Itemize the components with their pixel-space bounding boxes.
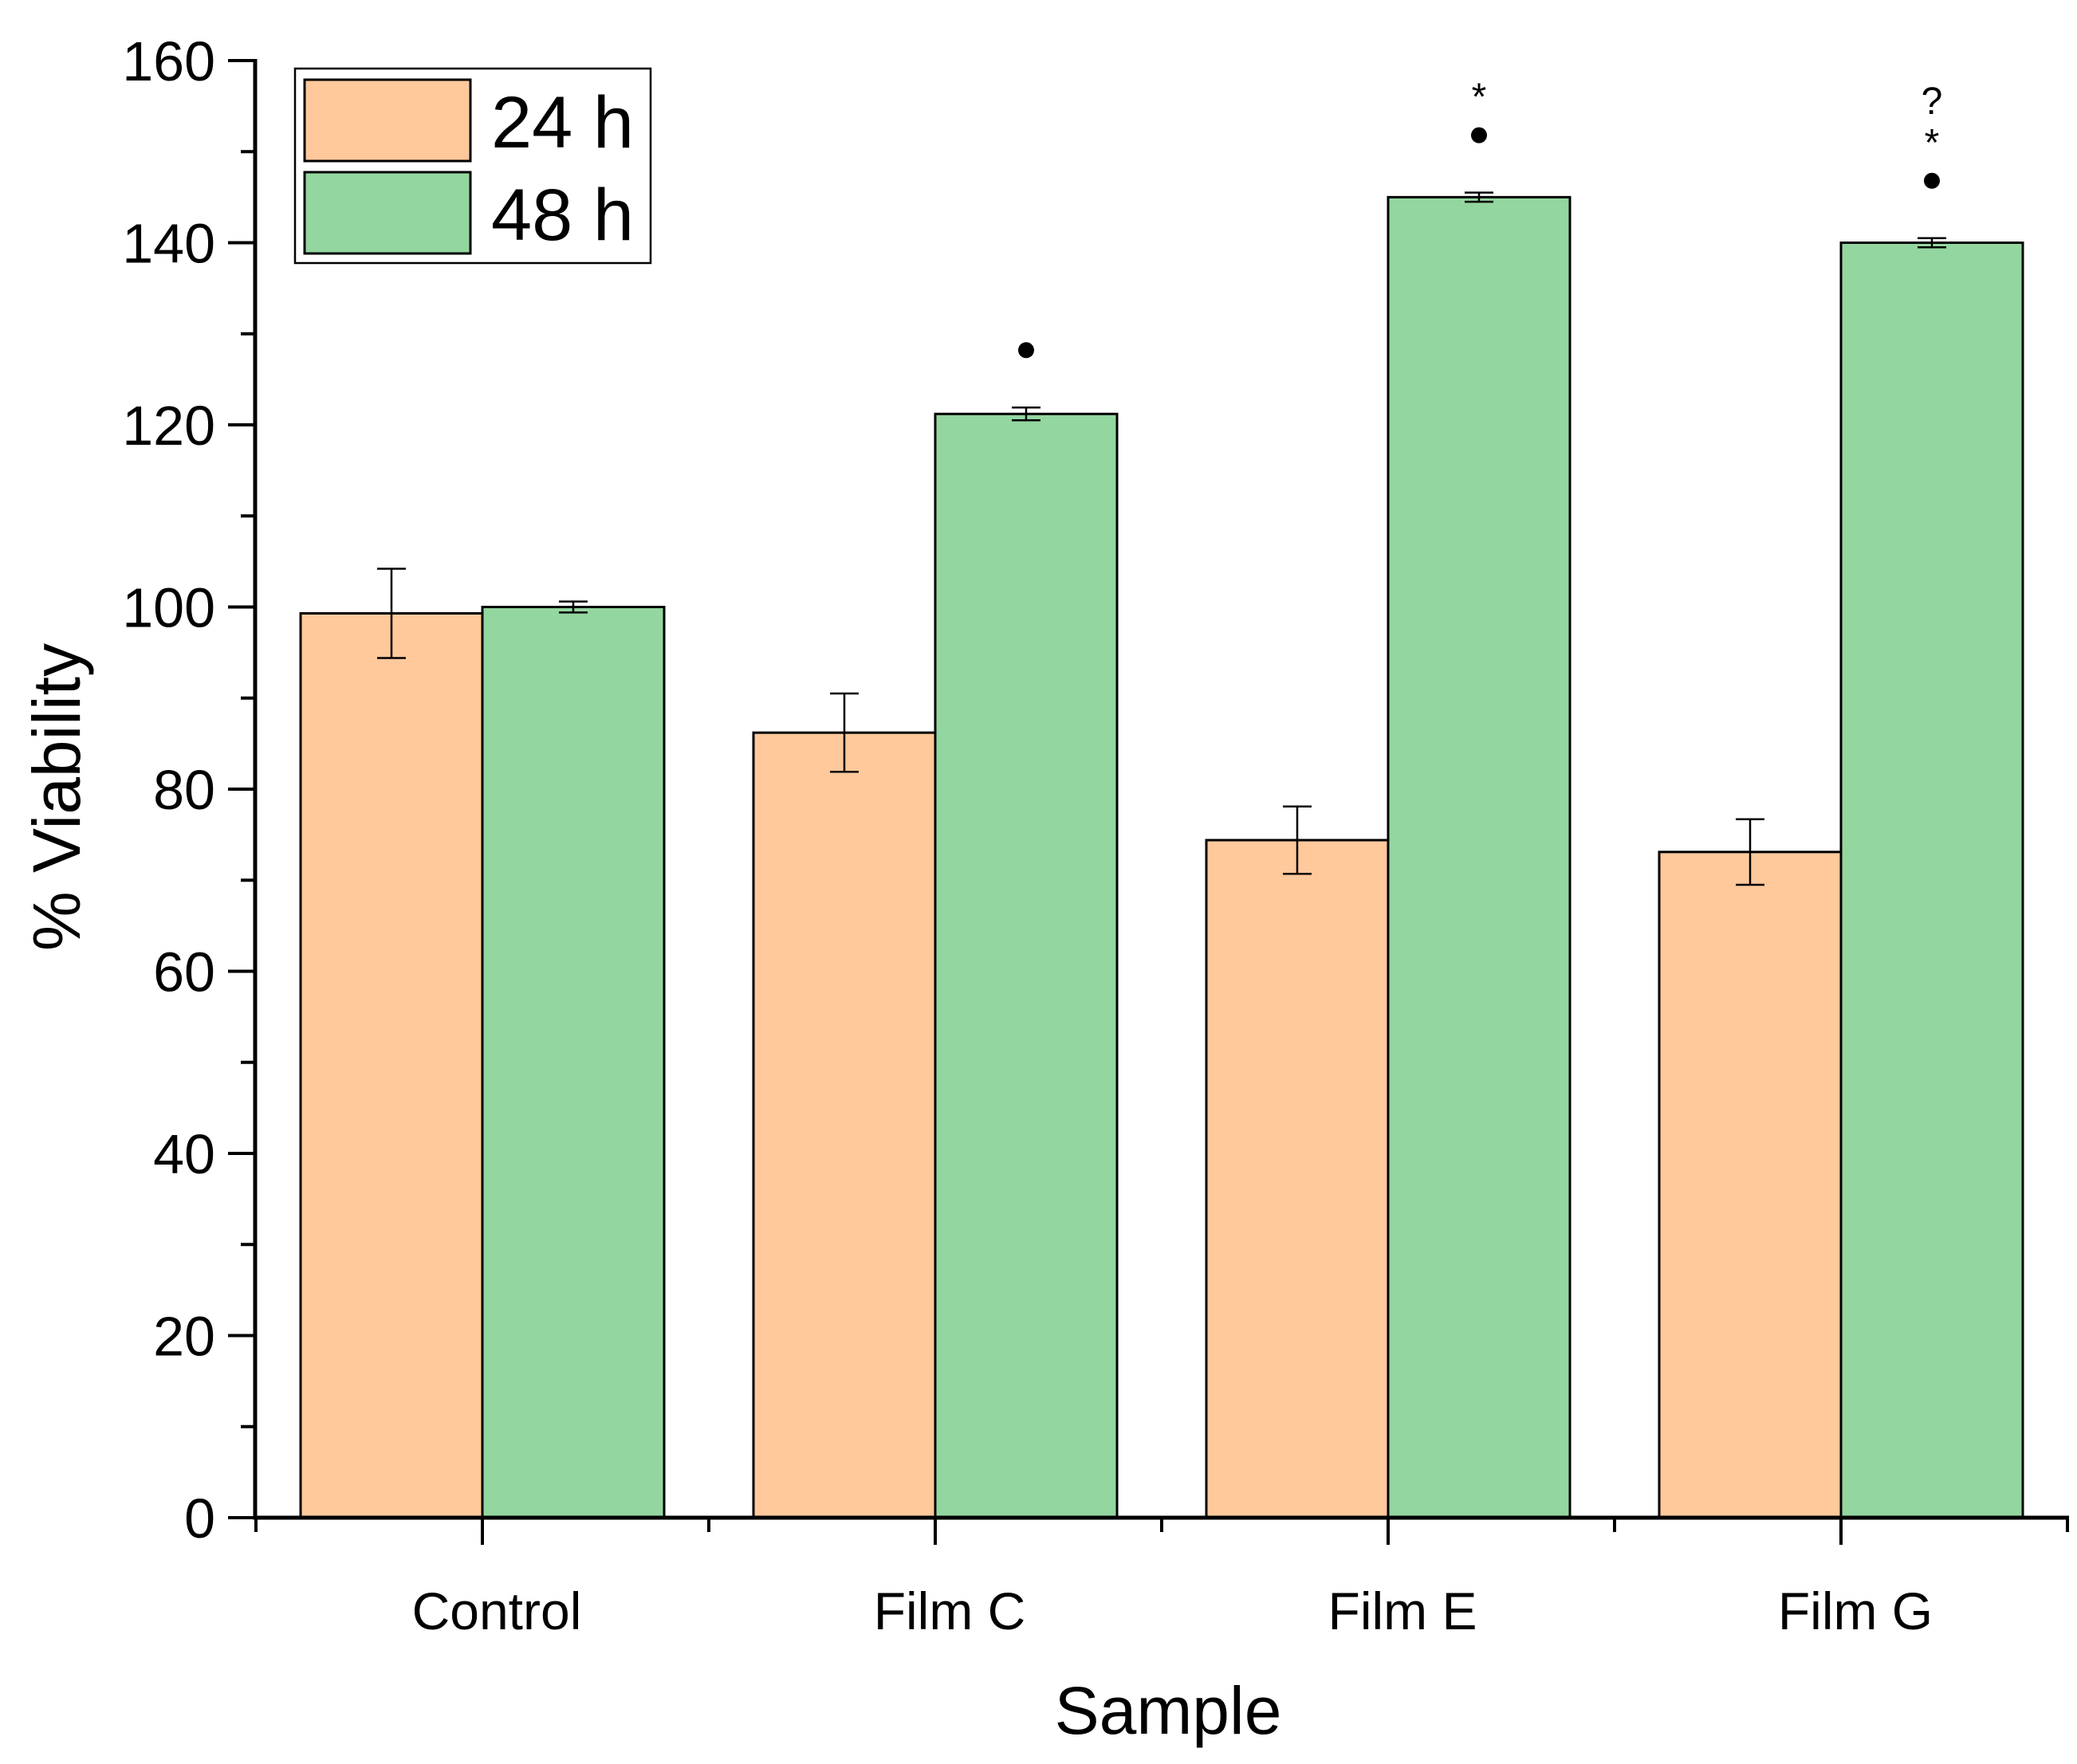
bar-24h-film-e: [1205, 839, 1390, 1519]
y-tick-label: 80: [153, 759, 215, 821]
x-category-label: Film E: [1328, 1581, 1477, 1640]
legend-label-24h: 24 h: [491, 82, 634, 163]
significance-dot: [1018, 342, 1034, 359]
significance-symbol: *: [1925, 122, 1940, 164]
bar-48h-control: [481, 606, 666, 1519]
legend: 24 h 48 h: [293, 67, 652, 265]
y-tick-label: 120: [122, 395, 215, 457]
significance-symbol: *: [1472, 77, 1487, 119]
y-tick-label: 140: [122, 213, 215, 275]
x-category-label: Film G: [1778, 1581, 1933, 1640]
significance-symbol: ?: [1922, 81, 1943, 123]
bar-48h-film-g: [1839, 242, 2024, 1519]
y-tick-label: 20: [153, 1306, 215, 1368]
y-axis-title: % Viability: [19, 643, 94, 951]
significance-dot: [1471, 127, 1487, 143]
bar-24h-control: [299, 611, 484, 1519]
x-axis-title: Sample: [1055, 1673, 1282, 1748]
axes: 0 20 40 60 80 100 120 140 160 Control Film C Film E…: [122, 30, 2069, 1640]
bar-24h-film-c: [752, 731, 937, 1519]
plot-area: * *?: [299, 77, 2024, 1519]
legend-swatch-48h: [303, 171, 472, 255]
bar-48h-film-c: [934, 412, 1119, 1519]
bar-48h-film-e: [1387, 195, 1572, 1519]
x-category-label: Control: [412, 1581, 582, 1640]
bar-24h-film-g: [1658, 851, 1843, 1519]
y-tick-label: 40: [153, 1123, 215, 1185]
y-tick-label: 100: [122, 577, 215, 639]
legend-label-48h: 48 h: [491, 175, 634, 256]
significance-dot: [1924, 172, 1940, 189]
y-tick-label: 0: [184, 1487, 215, 1550]
y-tick-label: 60: [153, 941, 215, 1004]
legend-swatch-24h: [303, 78, 472, 163]
y-tick-label: 160: [122, 30, 215, 92]
x-category-label: Film C: [874, 1581, 1026, 1640]
